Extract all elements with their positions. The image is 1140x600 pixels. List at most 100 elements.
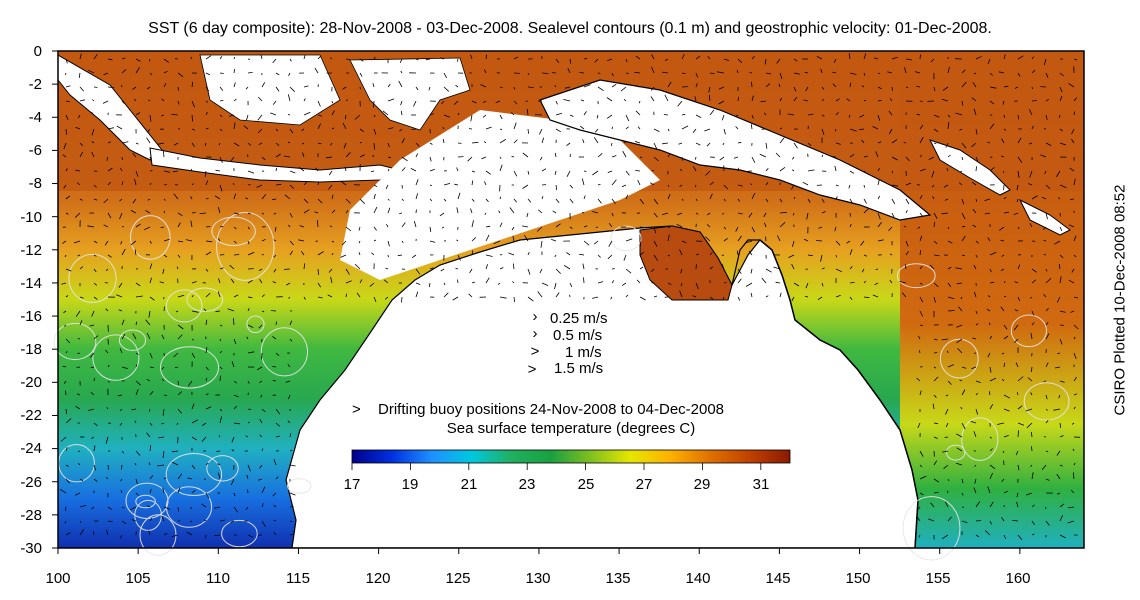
velocity-arrow	[219, 408, 223, 412]
velocity-arrow	[667, 81, 672, 88]
velocity-arrow	[191, 419, 199, 424]
velocity-arrow	[733, 156, 739, 159]
velocity-arrow	[214, 506, 221, 509]
velocity-arrow	[958, 306, 963, 312]
velocity-arrow	[891, 139, 898, 144]
velocity-arrow	[1013, 324, 1019, 331]
velocity-arrow	[177, 222, 181, 228]
velocity-arrow	[247, 72, 253, 74]
velocity-arrow	[205, 377, 208, 382]
velocity-arrow	[485, 254, 493, 257]
velocity-arrow	[93, 464, 97, 471]
velocity-arrow	[975, 380, 981, 383]
velocity-arrow	[301, 128, 305, 132]
velocity-arrow	[1031, 125, 1034, 130]
velocity-arrow	[273, 268, 277, 273]
velocity-arrow	[328, 184, 333, 190]
velocity-arrow	[1043, 58, 1047, 66]
velocity-arrow	[163, 506, 171, 510]
velocity-arrow	[328, 170, 333, 176]
velocity-arrow	[1029, 222, 1033, 228]
velocity-arrow	[215, 169, 221, 172]
sealevel-contour	[68, 253, 117, 303]
velocity-arrow	[398, 80, 403, 88]
velocity-arrow	[243, 125, 249, 130]
velocity-arrow	[947, 114, 951, 118]
velocity-arrow	[861, 268, 865, 273]
velocity-arrow	[163, 83, 167, 88]
velocity-arrow	[806, 212, 809, 220]
velocity-arrow	[653, 198, 659, 205]
velocity-arrow	[597, 254, 601, 258]
velocity-arrow	[121, 69, 127, 74]
velocity-arrow	[132, 198, 137, 204]
velocity-arrow	[429, 267, 434, 270]
sealevel-contour	[165, 486, 213, 528]
velocity-arrow	[583, 57, 588, 60]
velocity-arrow	[901, 292, 907, 298]
velocity-arrow	[442, 126, 445, 130]
velocity-arrow	[289, 492, 296, 496]
velocity-arrow	[606, 114, 613, 119]
velocity-arrow	[1059, 276, 1062, 284]
velocity-arrow	[317, 220, 319, 228]
velocity-arrow	[751, 55, 755, 60]
velocity-arrow	[527, 72, 530, 75]
velocity-arrow	[961, 422, 966, 430]
velocity-arrow	[1017, 264, 1021, 270]
sealevel-contour	[1023, 382, 1070, 421]
velocity-arrow	[233, 405, 238, 410]
velocity-arrow	[745, 282, 753, 287]
velocity-arrow	[1040, 154, 1047, 158]
velocity-arrow	[961, 478, 964, 484]
velocity-arrow	[695, 142, 701, 146]
velocity-arrow	[961, 81, 967, 88]
velocity-arrow	[722, 296, 725, 300]
velocity-arrow	[846, 240, 851, 244]
velocity-arrow	[918, 534, 921, 538]
velocity-arrow	[1073, 235, 1077, 242]
velocity-arrow	[807, 254, 813, 257]
velocity-arrow	[247, 464, 251, 472]
velocity-arrow	[177, 100, 180, 105]
velocity-arrow	[135, 364, 138, 368]
velocity-arrow	[1045, 333, 1050, 340]
velocity-arrow	[975, 128, 978, 135]
velocity-arrow	[989, 281, 995, 284]
velocity-arrow	[162, 408, 165, 416]
velocity-arrow	[1016, 184, 1019, 191]
velocity-arrow	[832, 83, 837, 88]
velocity-arrow	[485, 126, 492, 130]
velocity-arrow	[707, 55, 711, 60]
velocity-arrow	[933, 296, 936, 303]
velocity-arrow	[941, 98, 949, 102]
velocity-arrow	[247, 489, 249, 494]
velocity-arrow	[90, 366, 95, 369]
velocity-arrow	[765, 142, 768, 149]
velocity-arrow	[177, 294, 185, 298]
velocity-arrow	[107, 58, 113, 61]
velocity-arrow	[1001, 254, 1005, 257]
velocity-arrow	[471, 100, 477, 104]
velocity-arrow	[524, 234, 529, 242]
velocity-arrow	[79, 478, 84, 482]
velocity-arrow	[107, 181, 111, 186]
sealevel-contour	[610, 225, 642, 252]
velocity-arrow	[219, 226, 224, 228]
velocity-arrow	[765, 72, 772, 75]
velocity-arrow	[373, 184, 378, 188]
velocity-arrow	[230, 520, 235, 523]
velocity-arrow	[373, 226, 377, 231]
velocity-arrow	[429, 226, 432, 233]
velocity-arrow	[566, 142, 571, 147]
velocity-arrow	[1017, 534, 1023, 541]
velocity-arrow	[1002, 170, 1005, 174]
velocity-arrow	[863, 254, 868, 257]
velocity-arrow	[723, 226, 727, 230]
velocity-arrow	[485, 225, 491, 228]
velocity-arrow	[975, 392, 978, 396]
velocity-arrow	[286, 282, 291, 286]
velocity-arrow	[989, 123, 995, 130]
y-tick-label: 0	[34, 43, 42, 60]
velocity-arrow	[359, 128, 364, 133]
